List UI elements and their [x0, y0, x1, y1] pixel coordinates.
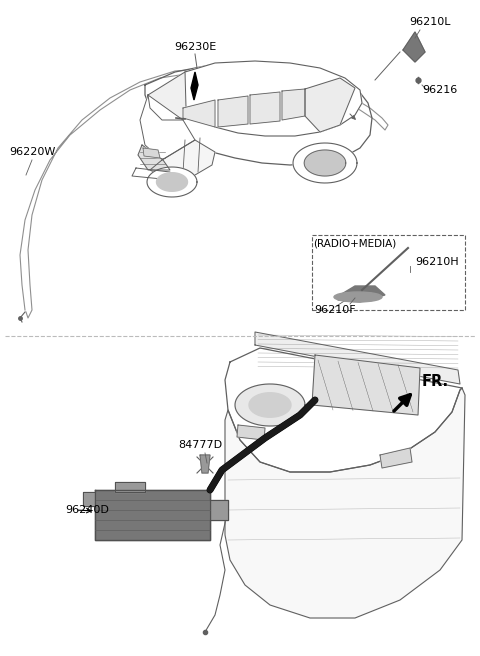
Text: FR.: FR. [422, 375, 449, 390]
Polygon shape [304, 150, 346, 176]
Polygon shape [293, 143, 357, 183]
Polygon shape [338, 286, 385, 302]
Polygon shape [403, 32, 425, 62]
Polygon shape [138, 145, 170, 170]
Text: (RADIO+MEDIA): (RADIO+MEDIA) [313, 238, 396, 248]
Polygon shape [235, 384, 305, 426]
Polygon shape [200, 455, 210, 473]
Polygon shape [156, 173, 188, 192]
Polygon shape [225, 388, 465, 618]
Polygon shape [380, 448, 412, 468]
Polygon shape [225, 348, 462, 472]
Text: 96220W: 96220W [9, 147, 55, 157]
Text: 96216: 96216 [422, 85, 457, 95]
Text: 96240D: 96240D [65, 505, 109, 515]
Polygon shape [218, 96, 248, 127]
Polygon shape [255, 332, 460, 384]
Polygon shape [147, 167, 197, 197]
Ellipse shape [334, 292, 382, 302]
Polygon shape [148, 72, 186, 120]
Polygon shape [305, 78, 355, 132]
Text: 96210H: 96210H [415, 257, 458, 267]
Polygon shape [143, 148, 160, 158]
Polygon shape [145, 63, 372, 165]
Polygon shape [140, 95, 195, 160]
Text: 84777D: 84777D [178, 440, 222, 450]
Polygon shape [115, 482, 145, 492]
Polygon shape [210, 500, 228, 520]
Polygon shape [183, 61, 362, 136]
Polygon shape [150, 140, 215, 178]
Polygon shape [282, 89, 305, 120]
Text: 96210F: 96210F [314, 305, 356, 315]
Polygon shape [183, 100, 215, 127]
Polygon shape [249, 393, 291, 417]
Polygon shape [250, 92, 280, 124]
Polygon shape [191, 72, 198, 100]
Polygon shape [237, 425, 265, 440]
Polygon shape [132, 168, 172, 180]
Polygon shape [312, 355, 420, 415]
Polygon shape [83, 492, 95, 506]
Text: 96210L: 96210L [409, 17, 451, 27]
Text: 96230E: 96230E [174, 42, 216, 52]
Polygon shape [95, 490, 210, 540]
